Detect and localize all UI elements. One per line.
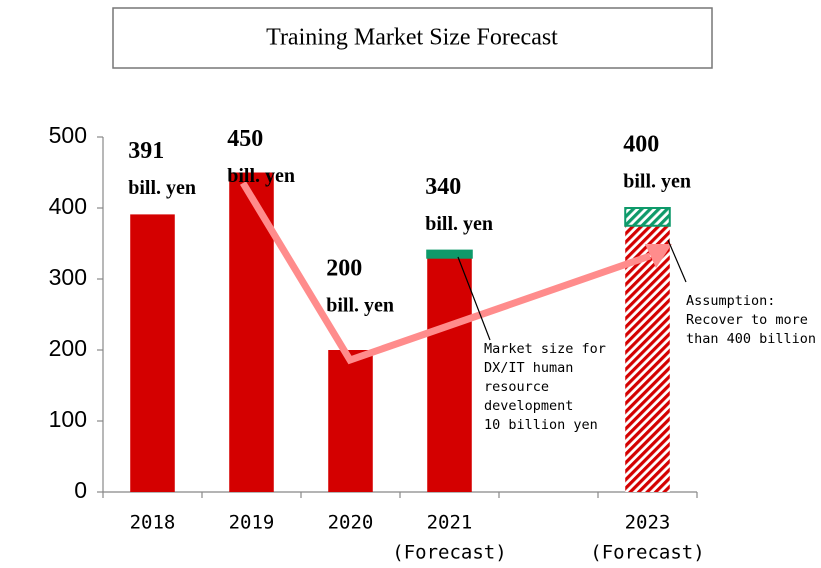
annotation: than 400 billion — [686, 331, 816, 347]
value-label: 450 — [227, 126, 263, 152]
y-tick-label: 100 — [49, 406, 87, 432]
annotation: Recover to more — [686, 312, 808, 328]
bar — [130, 214, 175, 492]
x-tick-note: (Forecast) — [392, 542, 506, 564]
x-tick-label: 2018 — [130, 512, 176, 534]
annotation: development — [484, 398, 573, 414]
value-unit: bill. yen — [326, 295, 394, 317]
bar — [625, 225, 670, 492]
value-label: 200 — [326, 256, 362, 282]
bar — [427, 257, 472, 492]
value-label: 391 — [128, 138, 164, 164]
bar-segment — [426, 249, 473, 259]
x-tick-label: 2023 — [625, 512, 671, 534]
annotation: Assumption: — [686, 293, 775, 309]
chart-title: Training Market Size Forecast — [266, 25, 558, 51]
plot: 0 100 200 300 400 500 2018 2019 2020 2021 (Forecas… — [49, 122, 705, 563]
value-unit: bill. yen — [623, 171, 691, 193]
annotation: DX/IT human — [484, 360, 573, 376]
y-tick-label: 400 — [49, 193, 87, 219]
x-tick-label: 2019 — [229, 512, 275, 534]
annotation-line — [667, 239, 687, 283]
annotation: 10 billion yen — [484, 417, 598, 433]
value-unit: bill. yen — [128, 177, 196, 199]
bar-segment — [624, 207, 671, 227]
bar — [328, 350, 373, 492]
trend-arrowhead — [645, 244, 672, 268]
trend-arrow — [240, 181, 652, 365]
value-unit: bill. yen — [227, 165, 295, 187]
y-tick-label: 300 — [49, 264, 87, 290]
x-tick-note: (Forecast) — [590, 542, 704, 564]
x-tick-label: 2021 — [427, 512, 473, 534]
y-tick-label: 500 — [49, 122, 87, 148]
y-tick-label: 0 — [74, 477, 87, 503]
value-unit: bill. yen — [425, 213, 493, 235]
annotation: resource — [484, 379, 549, 395]
value-label: 340 — [425, 174, 461, 200]
x-tick-label: 2020 — [328, 512, 374, 534]
annotation-line — [457, 256, 491, 341]
annotation: Market size for — [484, 341, 606, 357]
title-box — [112, 7, 713, 69]
overlay: 391 bill. yen 450 bill. yen 200 bill. yen 340 b… — [128, 126, 816, 433]
y-tick-label: 200 — [49, 335, 87, 361]
value-label: 400 — [623, 132, 659, 158]
